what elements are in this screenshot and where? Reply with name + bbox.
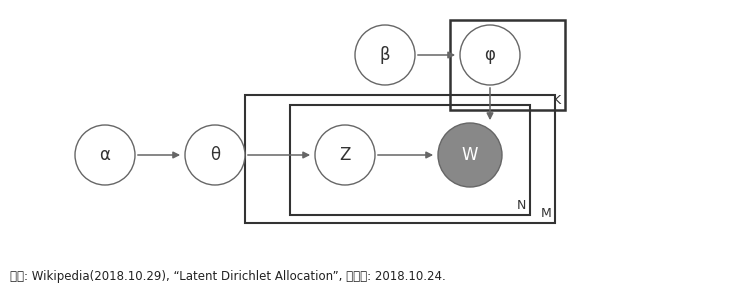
Text: W: W: [462, 146, 478, 164]
Ellipse shape: [355, 25, 415, 85]
Text: θ: θ: [210, 146, 220, 164]
Text: β: β: [379, 46, 391, 64]
Ellipse shape: [315, 125, 375, 185]
Text: 자료: Wikipedia(2018.10.29), “Latent Dirichlet Allocation”, 검색일: 2018.10.24.: 자료: Wikipedia(2018.10.29), “Latent Diric…: [10, 270, 446, 283]
Text: K: K: [553, 94, 561, 107]
Ellipse shape: [460, 25, 520, 85]
Text: N: N: [516, 199, 526, 212]
Ellipse shape: [75, 125, 135, 185]
Text: M: M: [540, 207, 551, 220]
Ellipse shape: [185, 125, 245, 185]
Ellipse shape: [438, 123, 502, 187]
Text: Z: Z: [339, 146, 350, 164]
Bar: [450, 20, 565, 110]
Bar: [245, 95, 555, 223]
Text: φ: φ: [484, 46, 496, 64]
Text: α: α: [100, 146, 110, 164]
Bar: [290, 105, 530, 215]
